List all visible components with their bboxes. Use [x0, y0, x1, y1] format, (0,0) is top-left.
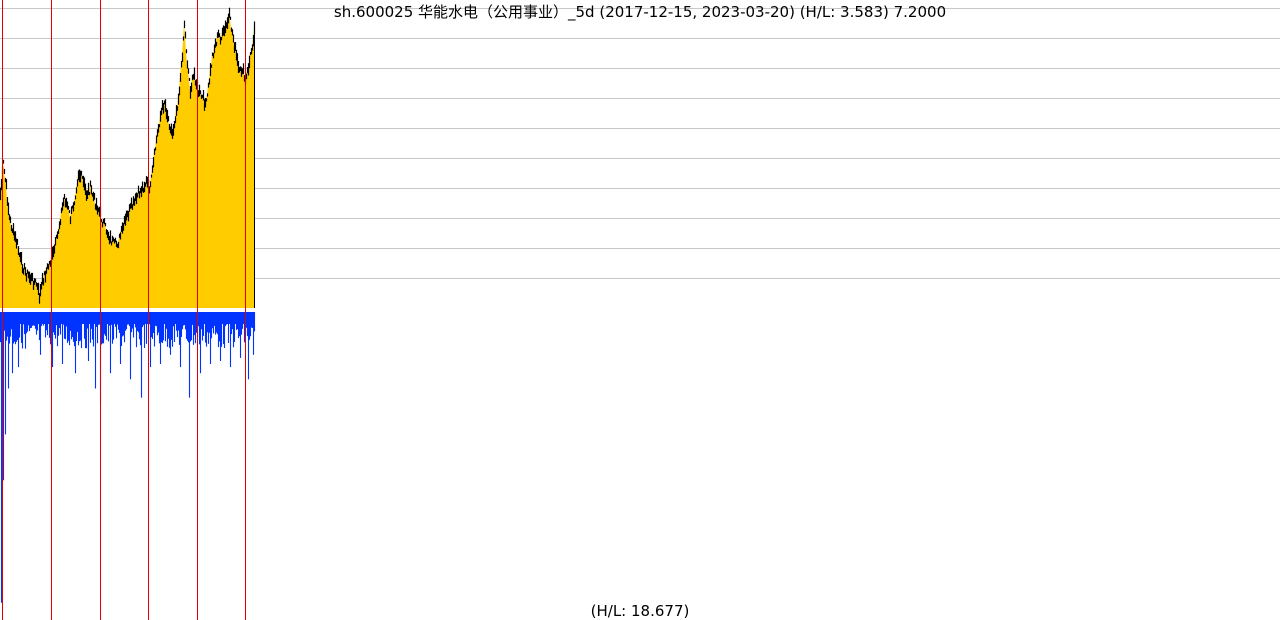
year-divider-lines: [2, 0, 246, 620]
volume-bar-panel: [0, 312, 256, 603]
price-area-panel: [0, 7, 256, 308]
price-area-fill: [0, 12, 254, 308]
volume-hl-label: (H/L: 18.677): [591, 602, 690, 620]
chart-title: sh.600025 华能水电（公用事业）_5d (2017-12-15, 202…: [334, 3, 946, 22]
volume-band: [0, 312, 255, 324]
